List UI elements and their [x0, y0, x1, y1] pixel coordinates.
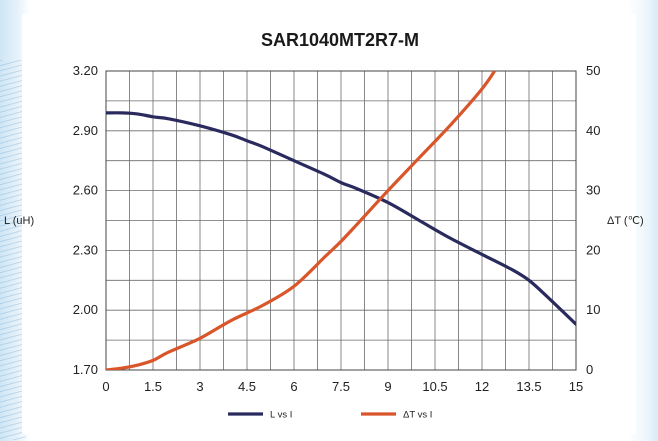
y2-tick-label: 10: [586, 302, 600, 317]
legend-entry-l-vs-i: L vs I: [228, 410, 292, 421]
plot-frame: [105, 70, 577, 371]
x-tick-label: 6: [290, 379, 297, 394]
x-tick-label: 9: [384, 379, 391, 394]
x-tick-label: 15: [569, 379, 583, 394]
y-tick-label: 3.20: [73, 63, 98, 78]
legend-label: ΔT vs I: [403, 410, 432, 421]
x-tick-label: 1.5: [144, 379, 162, 394]
x-tick-label: 10.5: [422, 379, 447, 394]
x-tick-label: 0: [102, 379, 109, 394]
y2-tick-label: 40: [586, 123, 600, 138]
x-tick-label: 12: [475, 379, 489, 394]
y-tick-label: 2.90: [73, 123, 98, 138]
series-line-l-vs-i: [106, 111, 576, 326]
decorative-stripes: [0, 60, 26, 440]
legend-label: L vs I: [270, 410, 292, 421]
legend-entry-dt-vs-i: ΔT vs I: [361, 410, 432, 421]
x-tick-label: 7.5: [332, 379, 350, 394]
y-tick-label: 2.30: [73, 242, 98, 257]
chart-panel: [22, 14, 636, 434]
y-tick-label: 2.00: [73, 302, 98, 317]
chart-title: SAR1040MT2R7-M: [261, 30, 419, 50]
y2-tick-label: 20: [586, 242, 600, 257]
y-tick-label: 2.60: [73, 183, 98, 198]
y-tick-label: 1.70: [73, 362, 98, 377]
x-tick-label: 13.5: [516, 379, 541, 394]
y2-tick-label: 50: [586, 63, 600, 78]
y2-axis-label: ΔT (℃): [607, 215, 644, 227]
y2-tick-label: 0: [586, 362, 593, 377]
x-tick-label: 3: [196, 379, 203, 394]
y2-tick-label: 30: [586, 183, 600, 198]
series-line-dt-vs-i: [106, 71, 497, 370]
y-axis-label: L (uH): [4, 215, 34, 227]
x-tick-label: 4.5: [238, 379, 256, 394]
